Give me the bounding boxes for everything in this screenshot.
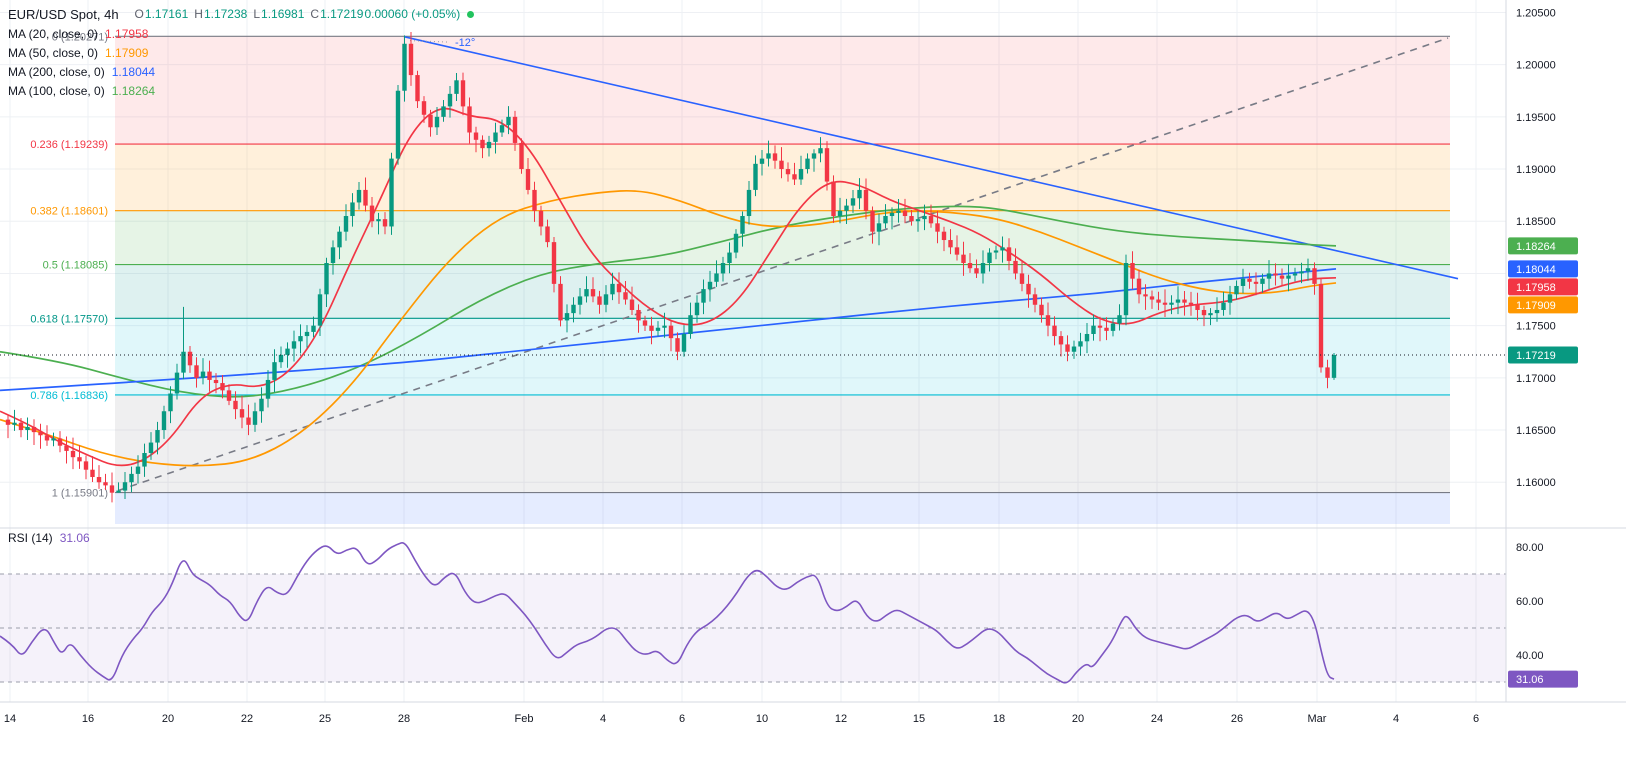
ohlc-open-key: O (134, 7, 144, 21)
price-axis[interactable]: 1.20500 1.20000 1.19500 1.19000 1.18500 1.175… (1508, 7, 1578, 489)
rsi-label: RSI (14) (8, 531, 53, 545)
ma-price-badge (1508, 237, 1578, 255)
ohlc-close-value: 1.17219 (320, 7, 364, 21)
fib-level-label: 0.382 (1.18601) (30, 206, 108, 218)
time-axis[interactable]: 14 16 20 22 25 28 Feb 4 6 10 12 15 18 20 24 26 Mar 4 6 (4, 713, 1479, 725)
ma-200-label: MA (200, close, 0) (8, 64, 105, 79)
rsi-axis[interactable]: 80.00 60.00 40.00 31.06 (1508, 542, 1578, 688)
fib-level-label: 1 (1.15901) (52, 488, 108, 500)
market-status-icon (467, 10, 475, 18)
time-axis-label: Feb (515, 713, 534, 725)
ma50-line (0, 189, 1337, 467)
price-axis-label: 1.20500 (1516, 7, 1556, 19)
time-axis-label: 12 (835, 713, 847, 725)
time-axis-label: 22 (241, 713, 253, 725)
ma-price-badge (1508, 278, 1578, 296)
fib-level-label: 0 (1.20271) (52, 31, 108, 43)
time-axis-label: 16 (82, 713, 94, 725)
trendline-angle-label: -12° (455, 37, 475, 49)
time-axis-label: 24 (1151, 713, 1163, 725)
fib-level-label: 0.786 (1.16836) (30, 390, 108, 402)
time-axis-label: 4 (1393, 713, 1399, 725)
rsi-axis-label: 40.00 (1516, 650, 1544, 662)
price-axis-background (1507, 0, 1626, 761)
svg-text:1.18044: 1.18044 (1516, 264, 1556, 276)
ma-50-legend[interactable]: MA (50, close, 0) 1.17909 (8, 43, 474, 62)
ma-20-label: MA (20, close, 0) (8, 26, 99, 41)
ohlc-low-key: L (253, 7, 261, 21)
ohlc-values: O 1.17161 H 1.17238 L 1.16981 C 1.17219 0.00… (129, 7, 475, 21)
rsi-value-badge (1508, 670, 1578, 688)
rsi-line (0, 541, 1335, 684)
time-axis-label: 18 (993, 713, 1005, 725)
rsi-value: 31.06 (59, 531, 90, 545)
svg-text:1.17958: 1.17958 (1516, 282, 1556, 294)
time-axis-label: 28 (398, 713, 410, 725)
ma-price-badge (1508, 296, 1578, 314)
time-axis-label: Mar (1308, 713, 1327, 725)
rsi-pane (0, 541, 1506, 684)
current-price-badge (1508, 346, 1578, 364)
ma-100-legend[interactable]: MA (100, close, 0) 1.18264 (8, 81, 474, 100)
ohlc-close-key: C (310, 7, 320, 21)
ma-100-value: 1.18264 (111, 83, 156, 98)
svg-text:1.18264: 1.18264 (1516, 241, 1556, 253)
svg-text:31.06: 31.06 (1516, 674, 1544, 686)
ohlc-high-key: H (194, 7, 203, 21)
change-value: 0.00060 (+0.05%) (364, 7, 461, 21)
trendlines[interactable]: -12° (117, 35, 1459, 492)
fib-retracement-bands (115, 36, 1450, 524)
time-axis-label: 6 (679, 713, 685, 725)
symbol-row: EUR/USD Spot, 4h O 1.17161 H 1.17238 L 1.16… (8, 4, 475, 24)
time-axis-label: 20 (1072, 713, 1084, 725)
symbol-title[interactable]: EUR/USD Spot, 4h (8, 6, 119, 22)
descending-trendline (403, 35, 1459, 280)
price-axis-label: 1.17500 (1516, 321, 1556, 333)
price-axis-label: 1.16000 (1516, 477, 1556, 489)
ma-200-value: 1.18044 (111, 64, 156, 79)
fib-retracement-lines[interactable]: 0 (1.20271) 0.236 (1.19239) 0.382 (1.18601… (30, 31, 1450, 500)
svg-text:1.17219: 1.17219 (1516, 350, 1556, 362)
time-axis-label: 20 (162, 713, 174, 725)
price-axis-label: 1.19500 (1516, 112, 1556, 124)
ascending-trendline (117, 37, 1449, 492)
ohlc-open-value: 1.17161 (144, 7, 189, 21)
time-axis-label: 26 (1231, 713, 1243, 725)
time-axis-label: 15 (913, 713, 925, 725)
ma200-line (0, 268, 1337, 392)
time-axis-label: 4 (600, 713, 606, 725)
ma-price-badge (1508, 260, 1578, 278)
symbol-legend: EUR/USD Spot, 4h O 1.17161 H 1.17238 L 1.16… (8, 4, 475, 100)
ma100-line (0, 205, 1337, 398)
ma-20-legend[interactable]: MA (20, close, 0) 1.17958 (8, 24, 474, 43)
svg-text:1.17909: 1.17909 (1516, 300, 1556, 312)
fib-level-label: 0.236 (1.19239) (30, 139, 108, 151)
fib-level-label: 0.618 (1.17570) (30, 313, 108, 325)
ma-20-value: 1.17958 (105, 26, 149, 41)
ohlc-low-value: 1.16981 (261, 7, 305, 21)
price-axis-label: 1.17000 (1516, 373, 1556, 385)
rsi-axis-label: 60.00 (1516, 596, 1544, 608)
time-axis-label: 14 (4, 713, 16, 725)
rsi-axis-label: 80.00 (1516, 542, 1544, 554)
price-axis-label: 1.20000 (1516, 60, 1556, 72)
time-axis-label: 10 (756, 713, 768, 725)
ma-200-legend[interactable]: MA (200, close, 0) 1.18044 (8, 62, 474, 81)
time-axis-label: 25 (319, 713, 331, 725)
ohlc-high-value: 1.17238 (203, 7, 248, 21)
price-axis-label: 1.16500 (1516, 425, 1556, 437)
candles-layer (5, 31, 1337, 503)
rsi-legend[interactable]: RSI (14) 31.06 (8, 531, 90, 545)
ma-50-label: MA (50, close, 0) (8, 45, 99, 60)
price-axis-label: 1.18500 (1516, 216, 1556, 228)
fib-level-label: 0.5 (1.18085) (43, 260, 108, 272)
time-axis-label: 6 (1473, 713, 1479, 725)
ma-100-label: MA (100, close, 0) (8, 83, 105, 98)
ma-50-value: 1.17909 (105, 45, 149, 60)
price-axis-label: 1.19000 (1516, 164, 1556, 176)
